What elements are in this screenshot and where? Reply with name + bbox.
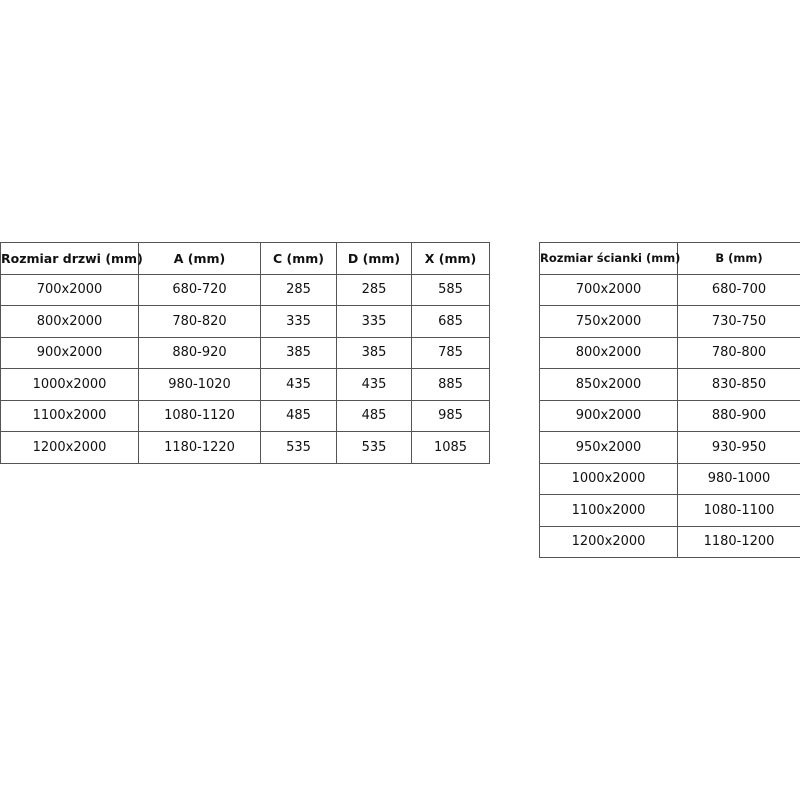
table-row: 700x2000 680-700: [539, 273, 800, 306]
table-row: 1200x2000 1180-1200: [539, 525, 800, 558]
table-cell: 1100x2000: [539, 494, 678, 527]
table-cell: 750x2000: [539, 305, 678, 338]
table-row: 1100x2000 1080-1100: [539, 494, 800, 527]
wall-size-table: Rozmiar ścianki (mm) B (mm) 700x2000 680-7…: [539, 242, 800, 558]
table-cell: 700x2000: [0, 273, 139, 306]
table-cell: 585: [411, 273, 490, 306]
table-row: 750x2000 730-750: [539, 305, 800, 338]
table-header-row: Rozmiar drzwi (mm) A (mm) C (mm) D (mm) X (m…: [0, 242, 490, 275]
table-cell: 700x2000: [539, 273, 678, 306]
table-row: 900x2000 880-920 385 385 785: [0, 336, 490, 369]
table-cell: 485: [260, 399, 337, 432]
table-cell: 485: [336, 399, 412, 432]
table-cell: 285: [260, 273, 337, 306]
table-cell: 780-800: [677, 336, 800, 369]
table-cell: 535: [336, 431, 412, 464]
table-header-row: Rozmiar ścianki (mm) B (mm): [539, 242, 800, 275]
table-cell: 1080-1120: [138, 399, 261, 432]
table-row: 1000x2000 980-1000: [539, 462, 800, 495]
table-row: 1000x2000 980-1020 435 435 885: [0, 368, 490, 401]
column-header: D (mm): [336, 242, 412, 275]
table-cell: 985: [411, 399, 490, 432]
table-row: 850x2000 830-850: [539, 368, 800, 401]
column-header: X (mm): [411, 242, 490, 275]
column-header: Rozmiar ścianki (mm): [539, 242, 680, 275]
table-cell: 435: [260, 368, 337, 401]
table-cell: 385: [336, 336, 412, 369]
table-cell: 850x2000: [539, 368, 678, 401]
table-cell: 980-1020: [138, 368, 261, 401]
table-cell: 1085: [411, 431, 490, 464]
table-row: 950x2000 930-950: [539, 431, 800, 464]
table-cell: 800x2000: [539, 336, 678, 369]
table-cell: 785: [411, 336, 490, 369]
table-row: 800x2000 780-820 335 335 685: [0, 305, 490, 338]
table-cell: 1200x2000: [539, 525, 678, 558]
table-cell: 880-900: [677, 399, 800, 432]
table-cell: 885: [411, 368, 490, 401]
table-cell: 900x2000: [539, 399, 678, 432]
door-size-table: Rozmiar drzwi (mm) A (mm) C (mm) D (mm) X (m…: [0, 242, 490, 464]
table-cell: 830-850: [677, 368, 800, 401]
table-cell: 685: [411, 305, 490, 338]
column-header: B (mm): [677, 242, 800, 275]
table-row: 1100x2000 1080-1120 485 485 985: [0, 399, 490, 432]
column-header: A (mm): [138, 242, 261, 275]
table-cell: 950x2000: [539, 431, 678, 464]
table-cell: 900x2000: [0, 336, 139, 369]
table-cell: 1080-1100: [677, 494, 800, 527]
table-row: 700x2000 680-720 285 285 585: [0, 273, 490, 306]
table-cell: 980-1000: [677, 462, 800, 495]
table-row: 1200x2000 1180-1220 535 535 1085: [0, 431, 490, 464]
table-cell: 1100x2000: [0, 399, 139, 432]
table-cell: 335: [336, 305, 412, 338]
table-cell: 680-720: [138, 273, 261, 306]
table-row: 800x2000 780-800: [539, 336, 800, 369]
table-cell: 285: [336, 273, 412, 306]
table-cell: 800x2000: [0, 305, 139, 338]
table-cell: 1000x2000: [0, 368, 139, 401]
table-cell: 880-920: [138, 336, 261, 369]
table-row: 900x2000 880-900: [539, 399, 800, 432]
column-header: C (mm): [260, 242, 337, 275]
table-cell: 385: [260, 336, 337, 369]
table-cell: 335: [260, 305, 337, 338]
table-cell: 780-820: [138, 305, 261, 338]
column-header: Rozmiar drzwi (mm): [0, 242, 143, 275]
table-cell: 1200x2000: [0, 431, 139, 464]
table-cell: 1180-1220: [138, 431, 261, 464]
table-cell: 1180-1200: [677, 525, 800, 558]
table-cell: 535: [260, 431, 337, 464]
table-cell: 930-950: [677, 431, 800, 464]
table-cell: 1000x2000: [539, 462, 678, 495]
table-cell: 435: [336, 368, 412, 401]
table-cell: 730-750: [677, 305, 800, 338]
table-cell: 680-700: [677, 273, 800, 306]
